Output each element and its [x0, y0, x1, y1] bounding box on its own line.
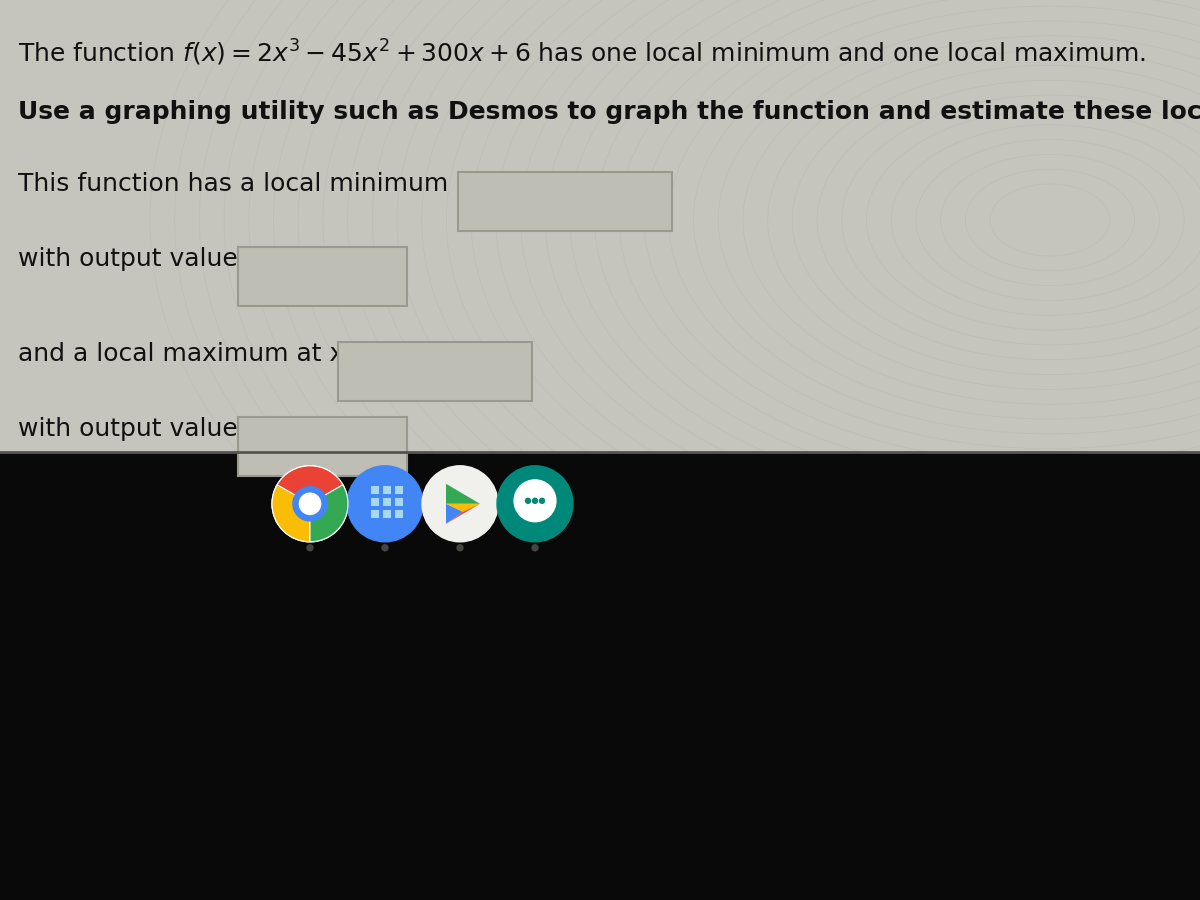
- Circle shape: [540, 499, 545, 503]
- Bar: [0, 452, 1200, 900]
- Bar: [395, 498, 403, 506]
- Circle shape: [382, 544, 388, 551]
- Circle shape: [293, 487, 328, 521]
- Circle shape: [299, 493, 320, 515]
- Text: Use a graphing utility such as Desmos to graph the function and estimate these l: Use a graphing utility such as Desmos to…: [18, 100, 1200, 124]
- Circle shape: [347, 466, 424, 542]
- Bar: [371, 498, 379, 506]
- Text: and a local maximum at x =: and a local maximum at x =: [18, 342, 373, 366]
- Bar: [383, 498, 391, 506]
- Wedge shape: [277, 466, 343, 504]
- Polygon shape: [446, 504, 463, 524]
- Wedge shape: [310, 485, 348, 542]
- Circle shape: [457, 544, 463, 551]
- Bar: [371, 486, 379, 494]
- FancyBboxPatch shape: [458, 172, 672, 231]
- FancyBboxPatch shape: [238, 247, 407, 306]
- Bar: [383, 509, 391, 518]
- Bar: [0, 0, 1200, 452]
- Polygon shape: [446, 504, 480, 524]
- FancyBboxPatch shape: [338, 342, 532, 401]
- Circle shape: [422, 466, 498, 542]
- Bar: [371, 509, 379, 518]
- FancyBboxPatch shape: [238, 417, 407, 476]
- Circle shape: [307, 544, 313, 551]
- Wedge shape: [272, 485, 310, 542]
- Text: with output value:: with output value:: [18, 417, 246, 441]
- Bar: [383, 486, 391, 494]
- Circle shape: [532, 544, 538, 551]
- Text: with output value:: with output value:: [18, 247, 246, 271]
- Polygon shape: [446, 484, 480, 504]
- Circle shape: [533, 499, 538, 503]
- Bar: [395, 509, 403, 518]
- Text: This function has a local minimum at x =: This function has a local minimum at x =: [18, 172, 533, 196]
- Text: The function $f(x) = 2x^3 - 45x^2 + 300x + 6$ has one local minimum and one loca: The function $f(x) = 2x^3 - 45x^2 + 300x…: [18, 38, 1146, 68]
- Circle shape: [514, 480, 556, 522]
- Circle shape: [497, 466, 574, 542]
- Circle shape: [272, 466, 348, 542]
- Circle shape: [526, 499, 530, 503]
- Polygon shape: [446, 504, 480, 512]
- Bar: [395, 486, 403, 494]
